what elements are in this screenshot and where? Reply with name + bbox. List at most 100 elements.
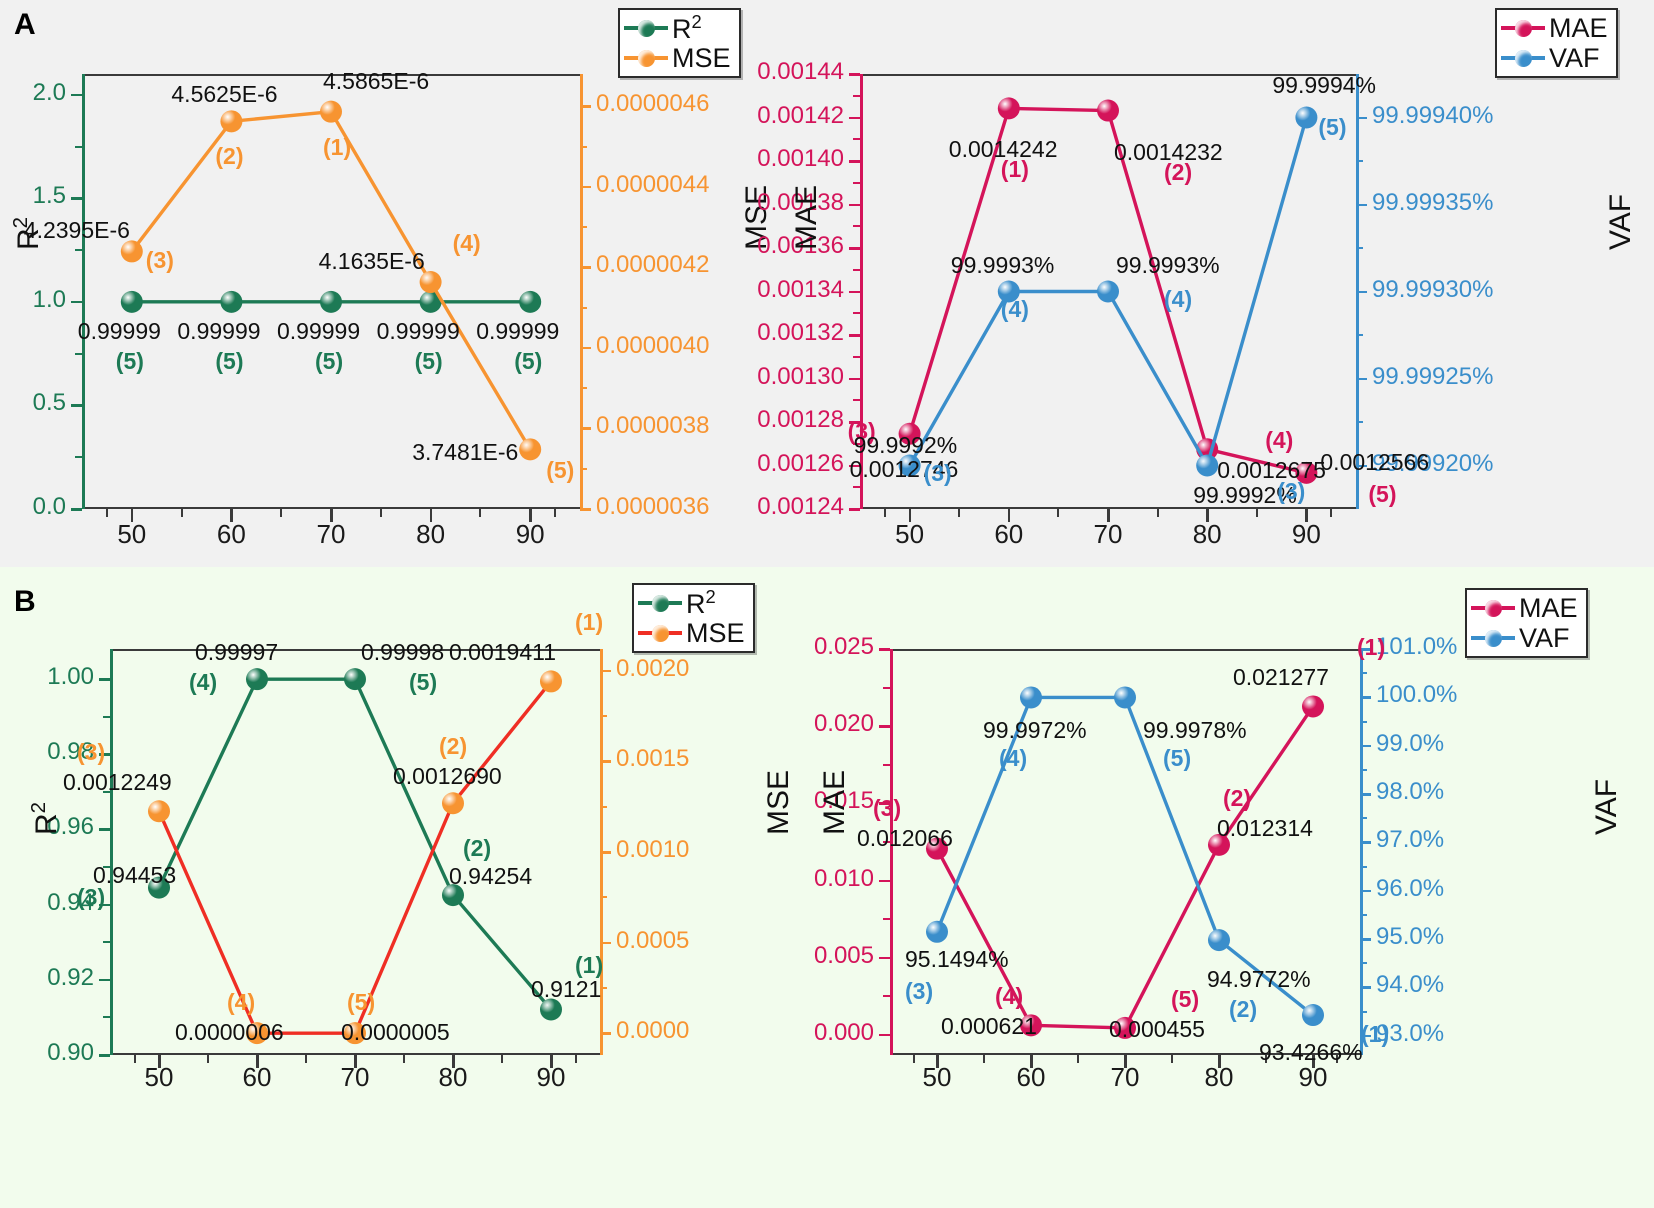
panel-label-b: B <box>14 585 36 618</box>
data-point-MAE <box>1020 1014 1042 1037</box>
y-ticklabel-left: 0.00142 <box>757 101 844 129</box>
rank-label-MAE: (3) <box>847 417 876 444</box>
rank-label-VAF: (4) <box>1000 295 1029 322</box>
value-label-R2: 0.99997 <box>195 639 279 666</box>
y-minortick-right <box>1360 720 1367 723</box>
data-point-MAE <box>1208 833 1230 856</box>
x-tick <box>936 1055 939 1068</box>
value-label-VAF: 99.9978% <box>1143 717 1247 744</box>
y-ticklabel-left: 0.000 <box>813 1018 874 1046</box>
legend-item-VAF[interactable]: VAF <box>1471 623 1578 653</box>
y-ticklabel-right: 0.0000040 <box>596 331 710 359</box>
legend-label-MSE: MSE <box>686 617 745 648</box>
y-tick-right <box>1360 744 1371 748</box>
y-minortick-left <box>103 715 110 718</box>
rank-label-VAF: (5) <box>1163 745 1192 772</box>
data-point-MAE <box>1295 461 1318 484</box>
y-ticklabel-left: 0.00124 <box>757 493 844 520</box>
y-tick-left <box>849 334 860 337</box>
y-ticklabel-left: 1.00 <box>47 663 94 691</box>
y-minortick-left <box>103 866 110 869</box>
y-minortick-left <box>75 352 82 355</box>
legend-line-R2 <box>624 20 668 37</box>
legend-item-MSE[interactable]: MSE <box>638 618 745 648</box>
y-ticklabel-right: 96.0% <box>1376 874 1445 902</box>
plot-frame-B-right <box>890 649 1360 1055</box>
legend-B-right: MAE VAF <box>1465 588 1588 658</box>
rank-label-R2: (4) <box>189 669 218 696</box>
y-minortick-left <box>853 138 860 141</box>
value-label-MSE: 4.5625E-6 <box>171 81 278 108</box>
data-point-VAF <box>898 454 921 477</box>
rank-label-MSE: (5) <box>347 989 376 1016</box>
value-label-MSE: 4.5865E-6 <box>323 67 430 94</box>
y-minortick-right <box>580 467 587 470</box>
rank-label-VAF: (1) <box>1361 1021 1390 1048</box>
legend-item-R2[interactable]: R2 <box>638 587 745 618</box>
legend-item-MAE[interactable]: MAE <box>1471 593 1578 623</box>
y-tick-left <box>879 725 890 728</box>
legend-label-VAF: VAF <box>1549 42 1600 73</box>
data-point-VAF <box>1196 454 1219 477</box>
data-point-MAE <box>1302 695 1324 718</box>
x-ticklabel: 70 <box>340 1062 370 1092</box>
y-axis-left-B-right <box>890 649 893 1055</box>
value-label-MAE: 0.000621 <box>941 1013 1037 1040</box>
y-tick-right <box>600 851 611 854</box>
y-ticklabel-right: 99.99940% <box>1372 101 1494 129</box>
x-ticklabel: 60 <box>242 1062 272 1092</box>
x-ticklabel: 60 <box>216 519 246 549</box>
rank-label-VAF: (3) <box>923 459 952 486</box>
y-ticklabel-right: 0.0000038 <box>596 412 710 440</box>
y-axis-left-B-left <box>110 649 113 1055</box>
x-ticklabel: 80 <box>1204 1062 1234 1092</box>
x-ticklabel: 60 <box>994 519 1024 549</box>
y-minortick-left <box>883 686 890 689</box>
x-ticklabel: 90 <box>1291 519 1321 549</box>
y-tick-left <box>99 978 110 982</box>
value-label-R2: 0.99999 <box>376 317 460 344</box>
y-ticklabel-left: 0.00136 <box>757 232 844 259</box>
value-label-MAE: 0.0012746 <box>849 455 959 482</box>
y-ticklabel-right: 0.0015 <box>616 745 690 773</box>
y-minortick-left <box>103 1016 110 1019</box>
y-ticklabel-left: 0.00138 <box>757 188 844 216</box>
y-tick-right <box>1360 793 1371 796</box>
y-ticklabel-left: 0.00128 <box>757 406 844 433</box>
y-tick-right <box>600 1032 611 1035</box>
legend-item-VAF[interactable]: VAF <box>1501 43 1608 73</box>
y-minortick-right <box>600 986 607 989</box>
legend-B-left: R2 MSE <box>632 583 755 653</box>
legend-item-MSE[interactable]: MSE <box>624 43 731 73</box>
x-tick <box>1030 1055 1033 1068</box>
x-tick <box>1305 509 1308 522</box>
x-minortick <box>1255 509 1258 517</box>
value-label-MSE: 0.0012690 <box>393 763 502 790</box>
y-ticklabel-left: 0.96 <box>47 813 94 841</box>
y-ticklabel-right: 100.0% <box>1376 681 1458 709</box>
value-label-MAE: 0.012066 <box>857 824 953 851</box>
rank-label-MAE: (4) <box>995 983 1024 1010</box>
data-point-MSE <box>220 110 243 133</box>
rank-label-R2: (5) <box>315 347 344 374</box>
legend-item-R2[interactable]: R2 <box>624 12 731 43</box>
rank-label-MSE: (1) <box>575 609 604 636</box>
value-label-VAF: 93.4266% <box>1259 1039 1363 1066</box>
y-tick-right <box>1360 696 1371 699</box>
legend-item-MAE[interactable]: MAE <box>1501 13 1608 43</box>
value-label-MAE: 0.021277 <box>1233 664 1329 691</box>
y-minortick-right <box>1356 334 1363 336</box>
y-ticklabel-left: 0.0 <box>32 493 66 520</box>
y-tick-right <box>1360 648 1371 651</box>
legend-A-left: R2 MSE <box>618 8 741 78</box>
value-label-MSE: 0.0019411 <box>449 639 557 666</box>
rank-label-MAE: (5) <box>1368 480 1397 507</box>
value-label-R2: 0.94453 <box>93 861 177 888</box>
y-ticklabel-left: 0.00130 <box>757 362 844 390</box>
x-tick <box>256 1055 259 1068</box>
y-tick-right <box>580 266 591 269</box>
data-point-VAF <box>1114 686 1136 709</box>
